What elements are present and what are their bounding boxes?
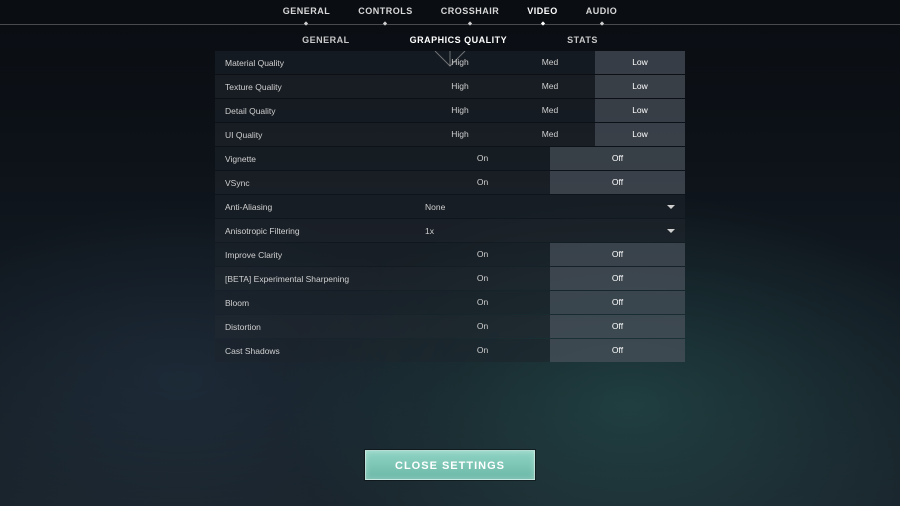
- settings-row-label: Texture Quality: [215, 82, 415, 92]
- settings-row-label: Detail Quality: [215, 106, 415, 116]
- option-off[interactable]: Off: [550, 171, 685, 194]
- tab-general[interactable]: GENERAL: [283, 6, 331, 20]
- option-group: OnOff: [415, 291, 685, 314]
- option-low[interactable]: Low: [595, 51, 685, 74]
- top-tabs: GENERAL CONTROLS CROSSHAIR VIDEO AUDIO: [0, 0, 900, 25]
- option-med[interactable]: Med: [505, 75, 595, 98]
- settings-row: Texture QualityHighMedLow: [215, 75, 685, 98]
- settings-row-label: Improve Clarity: [215, 250, 415, 260]
- option-group: HighMedLow: [415, 99, 685, 122]
- settings-row: Material QualityHighMedLow: [215, 51, 685, 74]
- option-off[interactable]: Off: [550, 291, 685, 314]
- option-on[interactable]: On: [415, 171, 550, 194]
- dropdown-value: None: [425, 202, 445, 212]
- settings-row: Anisotropic Filtering 1x: [215, 219, 685, 242]
- option-med[interactable]: Med: [505, 99, 595, 122]
- option-high[interactable]: High: [415, 51, 505, 74]
- option-on[interactable]: On: [415, 147, 550, 170]
- tab-audio[interactable]: AUDIO: [586, 6, 618, 20]
- settings-row-label: VSync: [215, 178, 415, 188]
- option-high[interactable]: High: [415, 75, 505, 98]
- chevron-down-icon: [667, 205, 675, 209]
- option-on[interactable]: On: [415, 291, 550, 314]
- subtab-stats[interactable]: STATS: [567, 35, 598, 45]
- settings-row: Cast ShadowsOnOff: [215, 339, 685, 362]
- tab-video[interactable]: VIDEO: [527, 6, 558, 20]
- settings-row-label: Bloom: [215, 298, 415, 308]
- option-on[interactable]: On: [415, 243, 550, 266]
- settings-row-label: Anti-Aliasing: [215, 202, 415, 212]
- subtab-general[interactable]: GENERAL: [302, 35, 350, 45]
- option-low[interactable]: Low: [595, 75, 685, 98]
- option-group: HighMedLow: [415, 123, 685, 146]
- settings-row-label: UI Quality: [215, 130, 415, 140]
- settings-row: Anti-Aliasing None: [215, 195, 685, 218]
- settings-row: [BETA] Experimental SharpeningOnOff: [215, 267, 685, 290]
- settings-row-label: Vignette: [215, 154, 415, 164]
- option-on[interactable]: On: [415, 267, 550, 290]
- option-group: OnOff: [415, 243, 685, 266]
- option-low[interactable]: Low: [595, 99, 685, 122]
- subtab-graphics-quality[interactable]: GRAPHICS QUALITY: [410, 35, 508, 45]
- settings-row-label: Material Quality: [215, 58, 415, 68]
- chevron-down-icon: [667, 229, 675, 233]
- sub-tabs: GENERAL GRAPHICS QUALITY STATS: [0, 25, 900, 51]
- settings-row-label: Cast Shadows: [215, 346, 415, 356]
- settings-row: Improve ClarityOnOff: [215, 243, 685, 266]
- settings-panel: Material QualityHighMedLowTexture Qualit…: [215, 51, 685, 362]
- settings-row: Detail QualityHighMedLow: [215, 99, 685, 122]
- settings-row: BloomOnOff: [215, 291, 685, 314]
- option-low[interactable]: Low: [595, 123, 685, 146]
- option-group: HighMedLow: [415, 75, 685, 98]
- option-group: OnOff: [415, 147, 685, 170]
- dropdown[interactable]: None: [415, 202, 685, 212]
- settings-row-label: Anisotropic Filtering: [215, 226, 415, 236]
- tab-controls[interactable]: CONTROLS: [358, 6, 413, 20]
- settings-row: VSyncOnOff: [215, 171, 685, 194]
- option-off[interactable]: Off: [550, 267, 685, 290]
- settings-row-label: Distortion: [215, 322, 415, 332]
- option-group: OnOff: [415, 171, 685, 194]
- option-on[interactable]: On: [415, 339, 550, 362]
- option-high[interactable]: High: [415, 99, 505, 122]
- option-high[interactable]: High: [415, 123, 505, 146]
- option-off[interactable]: Off: [550, 339, 685, 362]
- dropdown[interactable]: 1x: [415, 226, 685, 236]
- option-group: OnOff: [415, 267, 685, 290]
- option-med[interactable]: Med: [505, 123, 595, 146]
- option-on[interactable]: On: [415, 315, 550, 338]
- option-med[interactable]: Med: [505, 51, 595, 74]
- option-off[interactable]: Off: [550, 243, 685, 266]
- tab-crosshair[interactable]: CROSSHAIR: [441, 6, 500, 20]
- settings-row: DistortionOnOff: [215, 315, 685, 338]
- option-group: OnOff: [415, 339, 685, 362]
- option-group: OnOff: [415, 315, 685, 338]
- close-settings-button[interactable]: CLOSE SETTINGS: [365, 450, 535, 480]
- settings-row-label: [BETA] Experimental Sharpening: [215, 274, 415, 284]
- dropdown-value: 1x: [425, 226, 434, 236]
- settings-row: VignetteOnOff: [215, 147, 685, 170]
- option-off[interactable]: Off: [550, 315, 685, 338]
- option-off[interactable]: Off: [550, 147, 685, 170]
- option-group: HighMedLow: [415, 51, 685, 74]
- settings-row: UI QualityHighMedLow: [215, 123, 685, 146]
